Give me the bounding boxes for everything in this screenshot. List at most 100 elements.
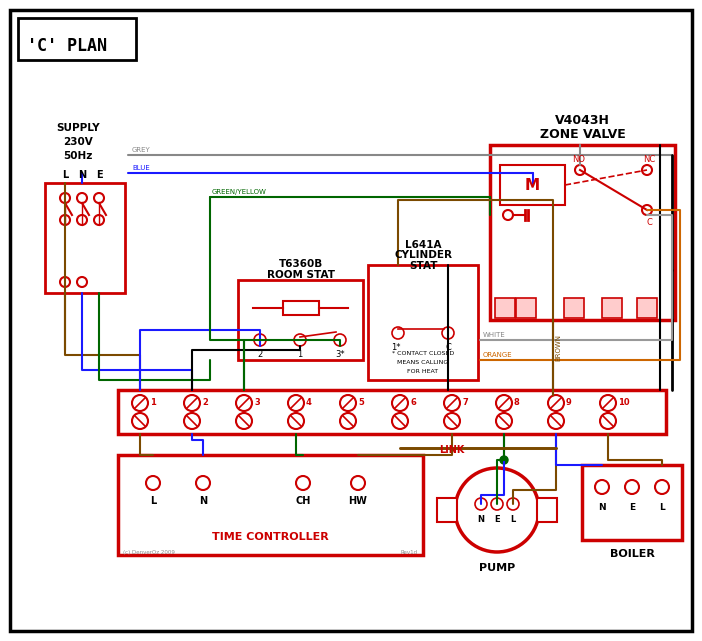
Circle shape: [236, 395, 252, 411]
Circle shape: [60, 277, 70, 287]
Circle shape: [642, 165, 652, 175]
Text: 1*: 1*: [391, 342, 401, 351]
Text: L: L: [62, 170, 68, 180]
Circle shape: [444, 395, 460, 411]
Circle shape: [642, 205, 652, 215]
Text: 9: 9: [566, 397, 571, 406]
Text: PUMP: PUMP: [479, 563, 515, 573]
FancyBboxPatch shape: [368, 265, 478, 380]
Text: L: L: [510, 515, 516, 524]
Text: CH: CH: [296, 496, 311, 506]
Text: N: N: [477, 515, 484, 524]
Circle shape: [77, 193, 87, 203]
Text: T6360B: T6360B: [279, 259, 323, 269]
Text: M: M: [525, 178, 540, 192]
Text: 7: 7: [462, 397, 468, 406]
Circle shape: [655, 480, 669, 494]
Circle shape: [184, 395, 200, 411]
Text: NO: NO: [573, 154, 585, 163]
Circle shape: [288, 395, 304, 411]
Text: E: E: [494, 515, 500, 524]
Text: ORANGE: ORANGE: [483, 352, 512, 358]
Circle shape: [132, 395, 148, 411]
Text: (c) DenverOz 2009: (c) DenverOz 2009: [123, 550, 175, 555]
Text: HW: HW: [349, 496, 367, 506]
Text: STAT: STAT: [409, 261, 437, 271]
Circle shape: [77, 215, 87, 225]
Text: C: C: [646, 217, 652, 226]
Text: Rev1d: Rev1d: [401, 550, 418, 555]
Text: 1: 1: [298, 349, 303, 358]
Circle shape: [254, 334, 266, 346]
Text: TIME CONTROLLER: TIME CONTROLLER: [212, 532, 329, 542]
Text: V4043H: V4043H: [555, 113, 610, 126]
FancyBboxPatch shape: [282, 301, 319, 315]
Text: C: C: [445, 342, 451, 351]
Text: ROOM STAT: ROOM STAT: [267, 270, 334, 280]
FancyBboxPatch shape: [537, 498, 557, 522]
Text: SUPPLY: SUPPLY: [56, 123, 100, 133]
Circle shape: [340, 413, 356, 429]
Circle shape: [392, 327, 404, 339]
Text: L641A: L641A: [405, 240, 442, 250]
Text: N: N: [199, 496, 207, 506]
Text: GREEN/YELLOW: GREEN/YELLOW: [212, 189, 267, 195]
Circle shape: [600, 395, 616, 411]
Circle shape: [334, 334, 346, 346]
FancyBboxPatch shape: [490, 145, 675, 320]
Circle shape: [507, 498, 519, 510]
Circle shape: [548, 395, 564, 411]
Circle shape: [503, 210, 513, 220]
Text: BOILER: BOILER: [609, 549, 654, 559]
Text: BROWN: BROWN: [555, 334, 561, 361]
FancyBboxPatch shape: [118, 390, 666, 434]
Circle shape: [296, 476, 310, 490]
FancyBboxPatch shape: [45, 183, 125, 293]
FancyBboxPatch shape: [602, 298, 622, 318]
Circle shape: [392, 395, 408, 411]
FancyBboxPatch shape: [516, 298, 536, 318]
Circle shape: [442, 327, 454, 339]
FancyBboxPatch shape: [582, 465, 682, 540]
Text: MEANS CALLING: MEANS CALLING: [397, 360, 449, 365]
Circle shape: [146, 476, 160, 490]
Circle shape: [184, 413, 200, 429]
FancyBboxPatch shape: [637, 298, 657, 318]
Circle shape: [491, 498, 503, 510]
FancyBboxPatch shape: [10, 10, 692, 631]
Text: 2: 2: [202, 397, 208, 406]
FancyBboxPatch shape: [500, 165, 565, 205]
Circle shape: [340, 395, 356, 411]
Circle shape: [575, 165, 585, 175]
Text: NC: NC: [643, 154, 655, 163]
Text: LINK: LINK: [439, 445, 465, 455]
Circle shape: [60, 215, 70, 225]
Text: * CONTACT CLOSED: * CONTACT CLOSED: [392, 351, 454, 356]
Circle shape: [595, 480, 609, 494]
Text: 6: 6: [410, 397, 416, 406]
Text: 3*: 3*: [335, 349, 345, 358]
Text: WHITE: WHITE: [483, 332, 505, 338]
Text: 3: 3: [254, 397, 260, 406]
Circle shape: [475, 498, 487, 510]
Circle shape: [288, 413, 304, 429]
Circle shape: [625, 480, 639, 494]
Circle shape: [548, 413, 564, 429]
Text: L: L: [150, 496, 156, 506]
FancyBboxPatch shape: [495, 298, 515, 318]
Circle shape: [77, 277, 87, 287]
Text: N: N: [78, 170, 86, 180]
Circle shape: [500, 456, 508, 464]
Circle shape: [600, 413, 616, 429]
Text: FOR HEAT: FOR HEAT: [407, 369, 439, 374]
Circle shape: [455, 468, 539, 552]
Circle shape: [132, 413, 148, 429]
Text: 230V: 230V: [63, 137, 93, 147]
Circle shape: [444, 413, 460, 429]
Text: N: N: [598, 503, 606, 512]
Text: CYLINDER: CYLINDER: [394, 250, 452, 260]
Text: 'C' PLAN: 'C' PLAN: [27, 37, 107, 55]
Circle shape: [94, 215, 104, 225]
Text: E: E: [629, 503, 635, 512]
Circle shape: [496, 395, 512, 411]
